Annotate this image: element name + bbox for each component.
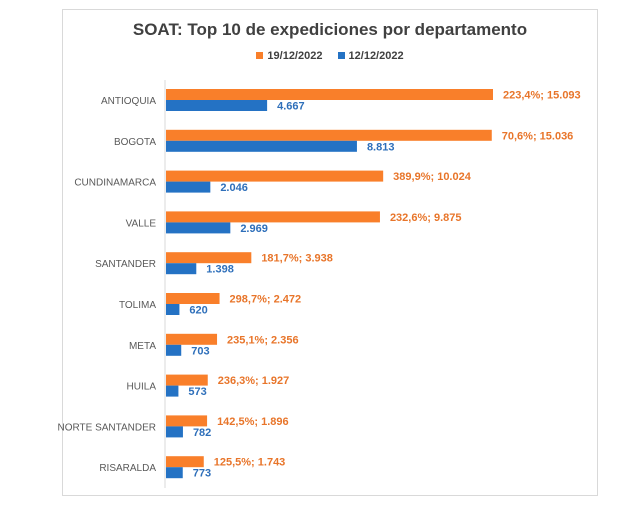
data-label: 181,7%; 3.938 (261, 253, 333, 265)
data-label: 232,6%; 9.875 (390, 212, 462, 224)
data-label: 8.813 (367, 141, 395, 153)
data-label: 703 (191, 345, 209, 357)
legend-label-0: 19/12/2022 (267, 50, 323, 62)
data-label: 223,4%; 15.093 (503, 90, 581, 102)
bar-19-12-2022 (166, 129, 492, 141)
bar-19-12-2022 (166, 333, 218, 345)
data-label: 1.398 (206, 264, 234, 276)
bar-19-12-2022 (166, 293, 220, 304)
legend-swatch-1 (337, 52, 345, 59)
bar-12-12-2022 (166, 181, 211, 193)
legend-swatch-0 (256, 52, 264, 59)
bar-19-12-2022 (166, 89, 493, 100)
bar-19-12-2022 (166, 252, 252, 264)
data-label: 298,7%; 2.472 (230, 294, 302, 306)
bar-19-12-2022 (166, 415, 208, 427)
bar-12-12-2022 (166, 222, 231, 234)
bar-12-12-2022 (166, 100, 268, 111)
legend: 19/12/2022 12/12/2022 (62, 50, 598, 62)
legend-item-1: 12/12/2022 (337, 50, 404, 62)
category-label: VALLE (126, 218, 157, 229)
data-label: 2.969 (240, 223, 268, 235)
bar-12-12-2022 (166, 385, 179, 397)
data-label: 2.046 (220, 182, 248, 194)
bar-12-12-2022 (166, 140, 357, 152)
bar-12-12-2022 (166, 426, 183, 438)
data-label: 773 (193, 468, 211, 480)
category-label: META (129, 341, 156, 352)
data-label: 573 (188, 386, 206, 398)
bar-12-12-2022 (166, 344, 182, 356)
data-label: 620 (189, 305, 207, 317)
data-label: 4.667 (277, 101, 305, 113)
bar-19-12-2022 (166, 170, 384, 182)
bar-12-12-2022 (166, 263, 197, 275)
data-label: 235,1%; 2.356 (227, 334, 299, 346)
bar-12-12-2022 (166, 304, 180, 315)
data-label: 782 (193, 427, 211, 439)
category-label: TOLIMA (119, 300, 156, 311)
bar-19-12-2022 (166, 374, 208, 386)
category-label: CUNDINAMARCA (74, 178, 156, 189)
legend-label-1: 12/12/2022 (348, 50, 404, 62)
category-label: SANTANDER (95, 259, 156, 270)
legend-item-0: 19/12/2022 (256, 50, 322, 62)
category-label: BOGOTA (114, 137, 156, 148)
category-label: NORTE SANTANDER (57, 422, 156, 433)
data-label: 236,3%; 1.927 (218, 375, 290, 387)
chart-area (62, 9, 598, 496)
data-label: 125,5%; 1.743 (214, 457, 286, 469)
category-label: RISARALDA (99, 463, 156, 474)
category-label: HUILA (127, 382, 157, 393)
data-label: 70,6%; 15.036 (502, 130, 574, 142)
data-label: 389,9%; 10.024 (393, 171, 472, 183)
bar-19-12-2022 (166, 211, 380, 223)
bar-12-12-2022 (166, 467, 183, 479)
data-label: 142,5%; 1.896 (217, 416, 289, 428)
category-label: ANTIOQUIA (101, 96, 156, 107)
chart-title: SOAT: Top 10 de expediciones por departa… (132, 20, 528, 39)
bar-19-12-2022 (166, 456, 204, 468)
